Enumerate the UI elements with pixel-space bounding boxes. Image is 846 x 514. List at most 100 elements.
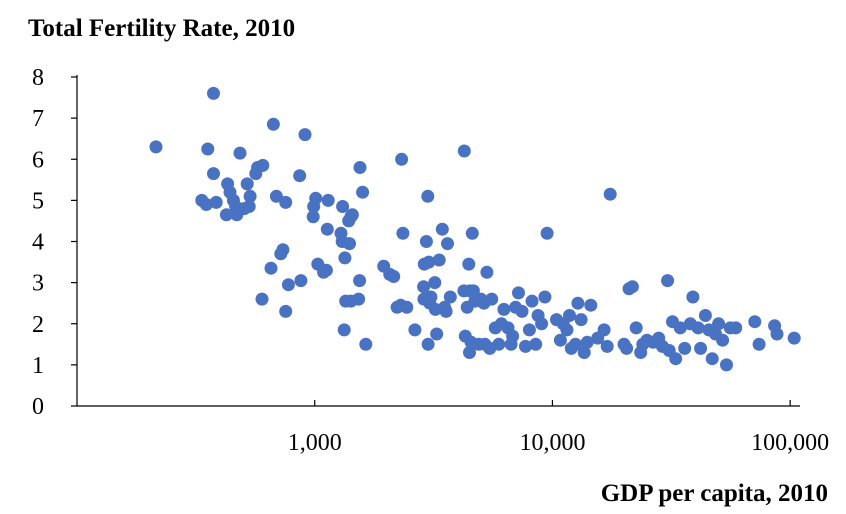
- data-point: [752, 337, 766, 351]
- data-point: [266, 117, 280, 131]
- data-point: [279, 195, 293, 209]
- data-point: [243, 189, 257, 203]
- data-point: [629, 321, 643, 335]
- data-point: [457, 144, 471, 158]
- data-point: [597, 323, 611, 337]
- data-point: [686, 290, 700, 304]
- data-point: [519, 339, 532, 353]
- data-point: [343, 237, 356, 251]
- data-points: [149, 86, 801, 372]
- data-point: [336, 200, 350, 213]
- data-point: [584, 298, 598, 312]
- data-point: [345, 208, 359, 222]
- data-point: [698, 309, 712, 322]
- data-point: [281, 278, 295, 292]
- data-point: [480, 265, 494, 279]
- data-point: [356, 185, 370, 199]
- data-point: [506, 329, 520, 343]
- data-point: [535, 317, 549, 331]
- data-point: [353, 274, 367, 288]
- y-tick-label: 2: [32, 312, 44, 338]
- data-point: [309, 191, 323, 205]
- data-point: [620, 341, 634, 355]
- data-point: [352, 292, 366, 306]
- data-point: [293, 169, 307, 183]
- data-point: [199, 198, 213, 211]
- data-point: [276, 243, 290, 257]
- data-point: [209, 195, 223, 209]
- data-point: [424, 290, 438, 304]
- data-point: [269, 189, 283, 203]
- data-point: [669, 352, 683, 366]
- y-tick-label: 6: [32, 147, 44, 173]
- data-point: [428, 276, 442, 290]
- data-point: [435, 222, 449, 236]
- data-point: [705, 352, 719, 366]
- data-point: [492, 337, 506, 351]
- data-point: [540, 226, 554, 240]
- data-point: [515, 304, 529, 318]
- data-point: [577, 346, 591, 359]
- data-point: [625, 280, 639, 294]
- data-point: [574, 313, 588, 327]
- data-point: [600, 339, 614, 353]
- data-point: [294, 274, 308, 288]
- data-point: [529, 337, 543, 351]
- x-tick-label: 10,000: [519, 430, 585, 456]
- data-point: [603, 187, 617, 201]
- data-point: [201, 142, 215, 156]
- data-point: [256, 158, 270, 172]
- data-point: [787, 331, 801, 345]
- data-point: [298, 128, 312, 142]
- data-point: [419, 235, 433, 248]
- data-point: [563, 309, 576, 322]
- data-point: [422, 255, 436, 269]
- data-point: [306, 210, 320, 224]
- data-point: [400, 300, 414, 314]
- data-point: [465, 226, 479, 240]
- data-point: [694, 341, 708, 355]
- data-point: [320, 222, 334, 236]
- y-tick-label: 3: [32, 271, 44, 297]
- data-point: [240, 177, 254, 191]
- data-point: [242, 200, 256, 213]
- data-point: [525, 294, 539, 308]
- data-point: [395, 152, 409, 166]
- data-point: [716, 333, 730, 347]
- y-axis-ticks: 0 1 2 3 4 5 6 7 8: [32, 65, 77, 420]
- data-point: [770, 327, 784, 341]
- y-tick-label: 4: [32, 230, 44, 256]
- data-point: [439, 304, 453, 318]
- data-point: [538, 290, 552, 304]
- chart-title: Total Fertility Rate, 2010: [28, 15, 295, 42]
- data-point: [748, 315, 762, 329]
- data-point: [321, 193, 335, 207]
- x-tick-label: 100,000: [751, 430, 829, 456]
- data-point: [678, 341, 692, 355]
- x-axis-ticks: 1,000 10,000 100,000: [288, 400, 829, 456]
- data-point: [417, 280, 431, 294]
- data-point: [497, 302, 511, 316]
- data-point: [571, 296, 585, 310]
- y-tick-label: 7: [32, 106, 44, 132]
- data-point: [353, 161, 367, 174]
- data-point: [408, 323, 422, 337]
- data-point: [691, 321, 705, 335]
- data-point: [430, 327, 444, 341]
- data-point: [207, 86, 220, 100]
- x-tick-label: 1,000: [288, 430, 342, 456]
- data-point: [466, 284, 480, 298]
- data-point: [359, 337, 373, 351]
- data-point: [387, 270, 401, 283]
- data-point: [421, 189, 435, 203]
- data-point: [421, 337, 435, 351]
- y-tick-label: 8: [32, 65, 44, 91]
- data-point: [569, 337, 582, 351]
- data-point: [255, 292, 269, 306]
- data-point: [485, 292, 499, 306]
- data-point: [149, 140, 163, 154]
- data-point: [720, 358, 733, 372]
- data-point: [462, 257, 476, 271]
- y-tick-label: 5: [32, 188, 44, 214]
- data-point: [560, 323, 574, 337]
